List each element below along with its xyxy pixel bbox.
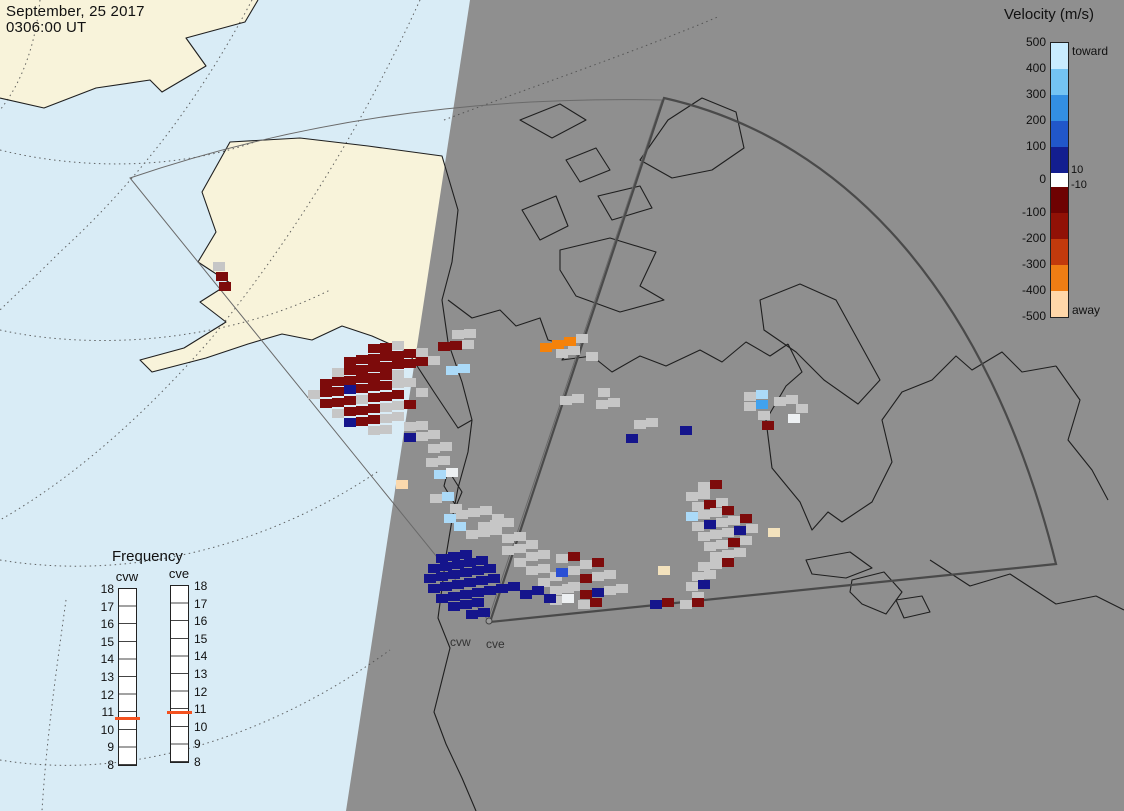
frequency-col-cve: cve <box>168 566 190 581</box>
arctic-island-small-2 <box>519 103 587 139</box>
lake-huron-michigan <box>849 571 903 615</box>
backscatter-cells <box>213 262 808 619</box>
alaska-landmass <box>140 138 472 428</box>
pacific-coast <box>433 419 477 811</box>
frequency-bar-cvw <box>118 588 137 766</box>
radar-site-marker <box>485 617 493 625</box>
date-label: September, 25 2017 <box>6 3 145 20</box>
st-lawrence-coast <box>929 559 1124 611</box>
victoria-island <box>559 237 665 313</box>
radar-label-cvw: cvw <box>450 635 471 649</box>
toward-label: toward <box>1072 44 1109 58</box>
chukotka-coastline <box>0 0 259 109</box>
lake-superior <box>805 551 873 579</box>
frequency-bar-cve <box>170 585 189 763</box>
frequency-col-cvw: cvw <box>115 569 139 584</box>
lake-erie-ontario <box>895 595 931 619</box>
day-land-group <box>0 0 472 428</box>
velocity-legend-title: Velocity (m/s) <box>1004 6 1095 23</box>
ellesmere-island <box>639 97 745 179</box>
radar-fov-cve <box>488 96 1058 624</box>
time-label: 0306:00 UT <box>6 19 87 36</box>
velocity-inner-tick-pos: 10 <box>1071 164 1084 176</box>
banks-island <box>521 195 569 241</box>
arctic-island-small-1 <box>565 147 611 183</box>
velocity-inner-tick-neg: -10 <box>1071 179 1087 191</box>
baffin-island <box>759 283 881 405</box>
radar-fov-cvw <box>129 99 663 622</box>
alaska-coastline <box>139 137 473 429</box>
arctic-island-small-3 <box>597 185 653 221</box>
away-label: away <box>1072 303 1101 317</box>
velocity-colorbar <box>1050 42 1069 318</box>
frequency-panel-title: Frequency <box>112 548 183 565</box>
radar-label-cve: cve <box>486 637 505 651</box>
labrador-coast <box>1055 365 1109 501</box>
chukotka-landmass <box>0 0 258 108</box>
